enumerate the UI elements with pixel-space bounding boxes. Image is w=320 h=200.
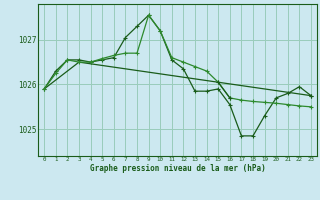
X-axis label: Graphe pression niveau de la mer (hPa): Graphe pression niveau de la mer (hPa) (90, 164, 266, 173)
